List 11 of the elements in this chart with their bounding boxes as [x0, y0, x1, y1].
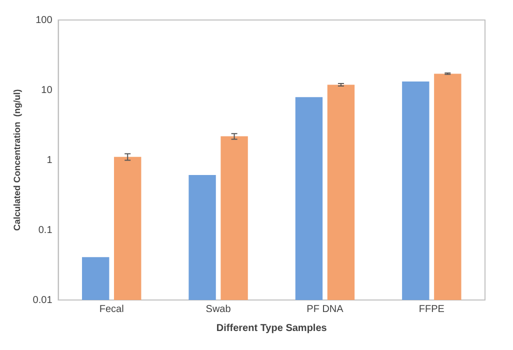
y-tick-label: 1	[46, 154, 53, 166]
y-tick-label: 0.01	[32, 294, 53, 306]
x-tick-label: FFPE	[418, 304, 445, 315]
y-tick-label: 0.1	[38, 224, 53, 236]
x-tick-label: PF DNA	[306, 304, 344, 315]
y-tick-label: 100	[36, 14, 53, 26]
y-axis-title: Calculated Concentration (ng/ul)	[12, 89, 22, 231]
x-tick-label: Swab	[206, 304, 232, 315]
x-axis-title: Different Type Samples	[216, 322, 328, 334]
x-tick-label: Fecal	[99, 304, 124, 315]
y-tick-label: 10	[41, 84, 53, 96]
